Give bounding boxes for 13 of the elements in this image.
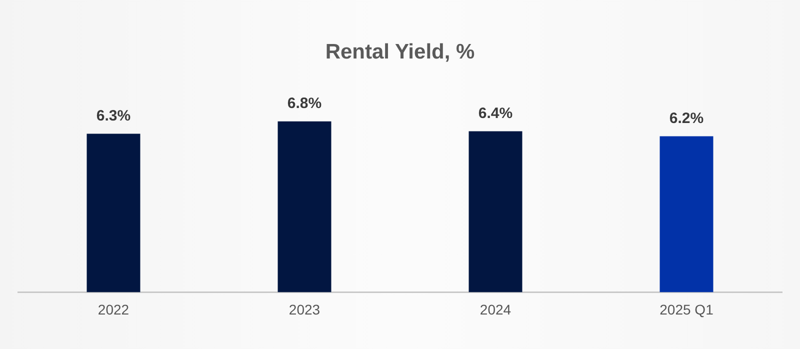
chart-title: Rental Yield, % — [325, 40, 476, 64]
bar — [278, 121, 332, 292]
x-tick-label: 2022 — [98, 301, 130, 318]
bar — [660, 136, 714, 292]
x-tick-label: 2023 — [288, 301, 320, 318]
data-label: 6.3% — [96, 107, 131, 124]
data-label: 6.8% — [287, 94, 322, 112]
bar — [468, 131, 522, 292]
x-tick-label: 2024 — [480, 301, 512, 318]
data-label: 6.2% — [669, 110, 704, 127]
x-tick-label: 2025 Q1 — [660, 301, 714, 318]
data-label: 6.4% — [478, 104, 513, 122]
bar — [86, 134, 140, 292]
